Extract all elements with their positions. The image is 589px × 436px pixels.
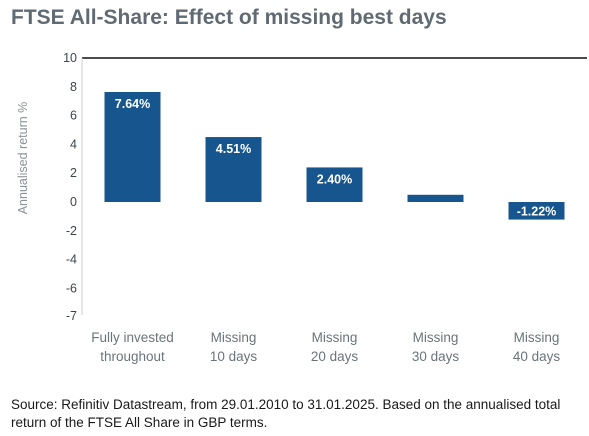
y-tick-label: -4 xyxy=(66,253,77,267)
data-label: 2.40% xyxy=(317,172,352,186)
y-tick-label: 2 xyxy=(70,166,77,180)
data-label: 4.51% xyxy=(216,142,251,156)
bars xyxy=(104,91,565,220)
category-labels: Fully invested throughout Missing 10 days Mi… xyxy=(91,330,560,364)
y-tick-label: 0 xyxy=(70,195,77,209)
source-note: Source: Refinitiv Datastream, from 29.01… xyxy=(11,397,561,430)
y-tick-label: -7 xyxy=(66,309,77,323)
data-label: 0.50% xyxy=(418,200,453,214)
data-label: 7.64% xyxy=(115,97,150,111)
category-label: 10 days xyxy=(210,349,258,364)
category-label: 30 days xyxy=(412,349,460,364)
bar xyxy=(306,167,363,202)
bar xyxy=(104,91,161,202)
category-label: 40 days xyxy=(513,349,561,364)
y-tick-label: -6 xyxy=(66,281,77,295)
category-label: throughout xyxy=(100,349,165,364)
chart-title: FTSE All-Share: Effect of missing best d… xyxy=(11,6,447,29)
y-tick-label: 10 xyxy=(63,51,77,65)
y-tick-label: 8 xyxy=(70,80,77,94)
data-label: -1.22% xyxy=(517,204,557,218)
y-tick-label: 4 xyxy=(70,137,77,151)
y-tick-labels: 10 8 6 4 2 0 -2 -4 -6 -7 xyxy=(63,51,77,323)
y-tick-label: -2 xyxy=(66,224,77,238)
y-axis-label: Annualised return % xyxy=(16,102,30,215)
category-label: Missing xyxy=(211,330,257,345)
data-labels: 7.64% 4.51% 2.40% 0.50% -1.22% xyxy=(115,97,557,218)
bar xyxy=(407,194,464,202)
bar xyxy=(205,137,262,202)
y-axis-label-group: Annualised return % xyxy=(16,102,30,215)
y-tick-label: 6 xyxy=(70,109,77,123)
category-label: Missing xyxy=(514,330,560,345)
category-label: Missing xyxy=(312,330,358,345)
category-label: 20 days xyxy=(311,349,359,364)
category-label: Missing xyxy=(413,330,459,345)
category-label: Fully invested xyxy=(91,330,174,345)
bar xyxy=(508,202,565,220)
